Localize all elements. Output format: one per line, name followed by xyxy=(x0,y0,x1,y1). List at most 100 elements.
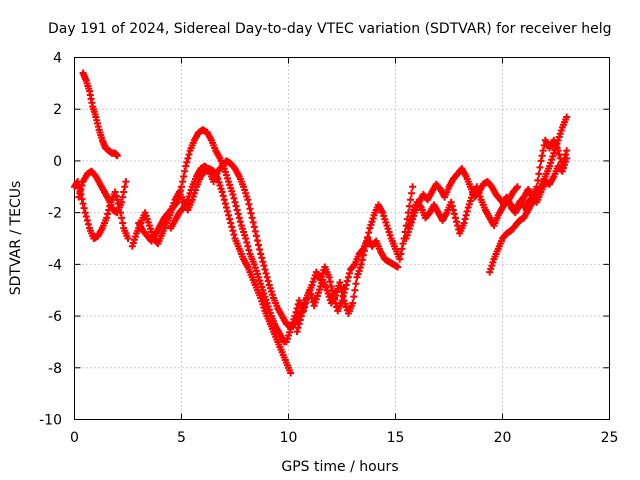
x-tick-label: 0 xyxy=(70,430,79,446)
data-point-marker xyxy=(447,198,455,206)
series-track-c xyxy=(75,167,130,217)
data-point-marker xyxy=(249,218,257,226)
data-point-marker xyxy=(339,292,347,300)
data-point-marker xyxy=(406,216,414,224)
data-point-marker xyxy=(77,185,85,193)
y-axis-label: SDTVAR / TECUs xyxy=(8,181,24,296)
data-point-marker xyxy=(80,204,88,212)
data-point-marker xyxy=(76,189,84,197)
data-point-marker xyxy=(337,283,345,291)
data-point-marker xyxy=(235,214,243,222)
data-point-marker xyxy=(219,192,227,200)
data-point-marker xyxy=(365,229,373,237)
data-point-marker xyxy=(533,183,541,191)
data-point-marker xyxy=(351,286,359,294)
data-point-marker xyxy=(326,278,334,286)
data-point-marker xyxy=(364,233,372,241)
series-track-d xyxy=(128,165,295,377)
data-point-marker xyxy=(231,198,239,206)
data-point-marker xyxy=(178,183,185,191)
data-point-marker xyxy=(247,209,255,217)
data-point-marker xyxy=(408,189,416,197)
series-track-m xyxy=(520,154,571,211)
data-point-marker xyxy=(224,207,232,215)
data-point-marker xyxy=(82,213,90,221)
data-point-marker xyxy=(297,312,305,320)
data-point-marker xyxy=(229,227,237,235)
data-point-marker xyxy=(536,163,544,171)
data-point-marker xyxy=(230,231,238,239)
data-point-marker xyxy=(343,277,351,285)
data-point-marker xyxy=(293,328,301,336)
data-point-marker xyxy=(292,308,300,316)
data-point-marker xyxy=(462,211,470,219)
data-point-marker xyxy=(555,150,563,158)
data-point-marker xyxy=(244,242,252,250)
data-point-marker xyxy=(226,215,234,223)
data-point-marker xyxy=(234,210,242,218)
y-tick-label: -6 xyxy=(48,309,62,325)
data-point-marker xyxy=(409,183,417,191)
data-point-marker xyxy=(242,235,250,242)
series-track-e xyxy=(135,126,288,346)
data-point-marker xyxy=(404,224,412,232)
series-track-a xyxy=(79,69,121,160)
data-point-marker xyxy=(222,203,230,211)
x-tick-label: 25 xyxy=(601,430,619,446)
data-point-marker xyxy=(83,216,91,224)
data-point-marker xyxy=(253,236,261,244)
x-tick-label: 10 xyxy=(280,430,298,446)
data-point-marker xyxy=(120,188,128,196)
data-point-marker xyxy=(325,273,333,281)
data-point-marker xyxy=(563,147,571,155)
data-point-marker xyxy=(124,235,132,242)
data-point-marker xyxy=(243,238,251,246)
data-point-marker xyxy=(449,206,457,214)
data-point-marker xyxy=(104,210,112,218)
data-point-marker xyxy=(295,320,303,328)
data-point-marker xyxy=(360,247,368,255)
data-point-marker xyxy=(562,150,570,158)
data-point-marker xyxy=(220,196,228,204)
data-point-marker xyxy=(452,218,460,226)
data-point-marker xyxy=(122,178,130,186)
data-point-marker xyxy=(359,251,367,259)
data-point-marker xyxy=(176,187,184,195)
data-point-marker xyxy=(180,172,188,180)
data-point-marker xyxy=(259,258,267,266)
data-point-marker xyxy=(236,218,244,226)
data-point-marker xyxy=(225,211,233,219)
data-point-marker xyxy=(230,194,238,202)
data-point-marker xyxy=(121,183,129,191)
data-point-marker xyxy=(111,188,119,196)
data-point-marker xyxy=(119,193,127,201)
data-point-marker xyxy=(262,269,270,277)
data-point-marker xyxy=(451,214,459,222)
data-point-marker xyxy=(345,269,353,277)
data-point-marker xyxy=(306,286,314,294)
data-point-marker xyxy=(357,260,365,268)
data-point-marker xyxy=(228,223,236,231)
data-point-marker xyxy=(244,196,252,204)
data-point-marker xyxy=(256,245,264,253)
data-point-marker xyxy=(554,147,562,155)
data-point-marker xyxy=(255,241,263,249)
data-point-marker xyxy=(327,282,335,290)
y-tick-label: -4 xyxy=(48,257,62,273)
data-point-marker xyxy=(84,220,92,228)
data-point-marker xyxy=(460,219,468,227)
data-point-marker xyxy=(396,255,404,263)
data-point-marker xyxy=(350,262,358,270)
y-tick-label: -10 xyxy=(39,413,62,429)
data-point-marker xyxy=(119,219,127,227)
data-point-marker xyxy=(251,227,259,235)
data-point-marker xyxy=(264,277,272,285)
data-point-marker xyxy=(406,196,414,204)
data-point-marker xyxy=(245,200,253,208)
data-point-marker xyxy=(513,183,521,191)
x-axis-label: GPS time / hours xyxy=(281,459,398,475)
data-point-marker xyxy=(397,250,405,258)
data-point-marker xyxy=(398,245,406,253)
data-point-marker xyxy=(308,294,316,302)
data-point-marker xyxy=(260,262,268,270)
